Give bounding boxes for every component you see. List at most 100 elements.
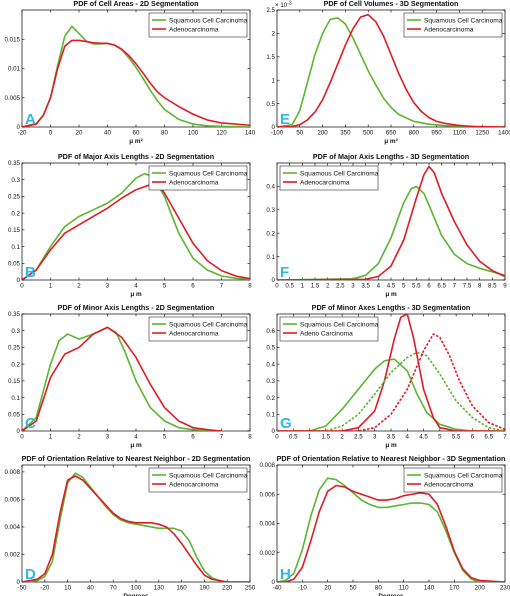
series-line-dashed-2 xyxy=(277,351,505,431)
x-axis-label: μ m xyxy=(130,442,142,449)
x-tick-label: 40 xyxy=(87,585,94,592)
x-tick-label: 20 xyxy=(76,130,83,137)
y-tick-label: 0.2 xyxy=(266,395,275,402)
x-tick-label: 0 xyxy=(49,130,53,137)
x-tick-label: 70 xyxy=(110,585,117,592)
legend: Squamous Cell Carcinoma Adenocarcinoma xyxy=(279,165,379,191)
x-tick-label: 650 xyxy=(386,130,397,137)
legend-label: Adenocarcinoma xyxy=(169,481,219,488)
chart-title: PDF of Orientation Relative to Nearest N… xyxy=(277,454,506,463)
x-tick-label: 3.5 xyxy=(387,434,396,441)
series-line-dashed-3 xyxy=(277,333,505,431)
x-tick-label: 950 xyxy=(431,130,442,137)
x-tick-label: 6 xyxy=(191,434,195,441)
x-tick-label: 1 xyxy=(308,434,312,441)
chart-panel-e: PDF of Cell Volumes - 3D Segmentation -10… xyxy=(266,0,510,145)
legend-label: Adenocarcinoma xyxy=(424,481,474,488)
legend-box xyxy=(403,467,503,493)
chart-panel-h: PDF of Orientation Relative to Nearest N… xyxy=(260,454,510,596)
x-tick-label: 0.5 xyxy=(289,434,298,441)
x-tick-label: 50 xyxy=(296,130,303,137)
chart-panel-c: PDF of Minor Axis Lengths - 2D Segmentat… xyxy=(8,303,252,449)
chart-title: PDF of Cell Volumes - 3D Segmentation xyxy=(324,0,459,8)
legend-box xyxy=(279,165,379,191)
panel-letter: C xyxy=(25,415,36,432)
x-tick-label: 0.5 xyxy=(285,283,294,290)
chart-title: PDF of Cell Areas - 2D Segmentation xyxy=(73,0,198,8)
series-line-adeno-carcinoma xyxy=(277,314,505,431)
legend-label: Squamous Cell Carcinoma xyxy=(169,17,248,24)
x-tick-label: 0 xyxy=(20,283,24,290)
chart-title: PDF of Minor Axis Lengths - 2D Segmentat… xyxy=(58,303,215,312)
y-tick-label: 0.015 xyxy=(5,36,21,43)
x-tick-label: 110 xyxy=(399,585,409,592)
x-axis-label: μ m xyxy=(385,291,397,298)
y-tick-label: 0.006 xyxy=(260,491,276,498)
legend-label: Squamous Cell Carcinoma xyxy=(169,170,248,177)
y-tick-label: 1 xyxy=(272,77,276,84)
legend-label: Adenocarcinoma xyxy=(169,330,219,337)
x-tick-label: 3 xyxy=(106,434,110,441)
x-tick-label: 2 xyxy=(340,434,344,441)
x-tick-label: 160 xyxy=(176,585,187,592)
legend-label: Squamous Cell Carcinoma xyxy=(169,321,248,328)
x-tick-label: 4 xyxy=(377,283,381,290)
x-tick-label: 5 xyxy=(163,283,167,290)
y-tick-label: 0.3 xyxy=(266,378,275,385)
x-tick-label: 2.5 xyxy=(354,434,363,441)
x-tick-label: 130 xyxy=(154,585,165,592)
y-tick-label: 0.1 xyxy=(11,244,20,251)
legend: Squamous Cell Carcinoma Adenocarcinoma xyxy=(403,467,503,493)
x-tick-label: 170 xyxy=(449,585,460,592)
x-tick-label: 8.5 xyxy=(488,283,497,290)
legend-label: Adenocarcinoma xyxy=(169,179,219,186)
legend: Squamous Cell Carcinoma Adenocarcinoma xyxy=(148,165,248,191)
legend-box xyxy=(148,316,248,342)
y-tick-label: 2.5 xyxy=(266,7,275,14)
y-tick-label: 0.005 xyxy=(5,95,21,102)
x-tick-label: 140 xyxy=(245,130,256,137)
y-tick-label: 0.5 xyxy=(266,345,275,352)
chart-panel-a: PDF of Cell Areas - 2D Segmentation -20 0 2… xyxy=(5,0,256,145)
y-tick-label: 0.15 xyxy=(8,227,21,234)
legend-label: Adeno Carcinoma xyxy=(300,330,353,337)
legend: Squamous Cell Carcinoma Adeno Carcinoma xyxy=(279,316,379,342)
chart-panel-b: PDF of Major Axis Lengths - 2D Segmentat… xyxy=(8,152,252,298)
x-tick-label: 8 xyxy=(478,283,482,290)
y-tick-label: 0.2 xyxy=(11,361,20,368)
x-tick-label: 2 xyxy=(326,283,330,290)
y-tick-label: 0.008 xyxy=(260,462,276,469)
x-tick-label: 230 xyxy=(500,585,510,592)
chart-panel-f: PDF of Major Axis Lengths - 3D Segmentat… xyxy=(266,152,507,298)
y-tick-label: 0.004 xyxy=(260,521,276,528)
x-axis-label: μ m xyxy=(130,291,142,298)
y-tick-label: 0.1 xyxy=(266,411,275,418)
legend-label: Squamous Cell Carcinoma xyxy=(424,472,503,479)
x-axis-label: Degrees xyxy=(123,593,149,596)
y-tick-label: 0.5 xyxy=(266,101,275,108)
x-tick-label: 60 xyxy=(133,130,140,137)
legend: Squamous Cell Carcinoma Adenocarcinoma xyxy=(148,467,248,493)
x-axis-label: μ m xyxy=(385,442,397,449)
x-tick-label: 220 xyxy=(222,585,233,592)
y-tick-label: 0.1 xyxy=(266,254,275,261)
x-tick-label: 7 xyxy=(220,434,224,441)
y-tick-label: 0 xyxy=(272,277,276,284)
x-tick-label: 50 xyxy=(350,585,357,592)
x-tick-label: 6.5 xyxy=(484,434,493,441)
x-tick-label: 3 xyxy=(373,434,377,441)
x-tick-label: 7 xyxy=(503,434,507,441)
series-line-adenocarcinoma xyxy=(277,165,505,280)
x-tick-label: 5 xyxy=(163,434,167,441)
panel-letter: G xyxy=(280,415,292,432)
legend-label: Squamous Cell Carcinoma xyxy=(300,321,379,328)
x-tick-label: 1.5 xyxy=(322,434,331,441)
y-tick-label: 0.3 xyxy=(11,328,20,335)
x-tick-label: -50 xyxy=(18,585,28,592)
legend-label: Adenocarcinoma xyxy=(424,26,474,33)
y-tick-label: 0.05 xyxy=(8,411,21,418)
x-tick-label: -20 xyxy=(18,130,28,137)
panel-letter: D xyxy=(25,566,36,583)
x-tick-label: 6 xyxy=(471,434,475,441)
series-line-adenocarcinoma xyxy=(22,326,222,431)
